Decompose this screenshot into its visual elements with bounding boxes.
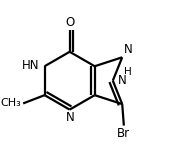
- Text: CH₃: CH₃: [1, 98, 22, 108]
- Text: H: H: [124, 67, 132, 77]
- Text: HN: HN: [22, 59, 40, 72]
- Text: N: N: [124, 43, 133, 56]
- Text: Br: Br: [117, 127, 130, 140]
- Text: N: N: [66, 111, 75, 124]
- Text: N: N: [118, 74, 127, 87]
- Text: O: O: [65, 16, 74, 29]
